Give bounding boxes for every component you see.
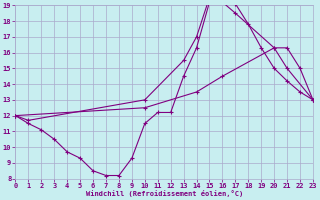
- X-axis label: Windchill (Refroidissement éolien,°C): Windchill (Refroidissement éolien,°C): [85, 190, 243, 197]
